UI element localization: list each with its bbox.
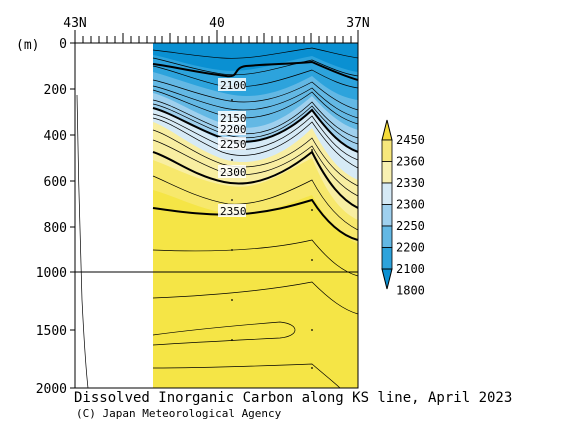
- legend-arrow-bottom: [381, 268, 393, 290]
- top-major-ticks: [74, 30, 359, 43]
- x-tick-37N: 37N: [346, 16, 369, 31]
- legend-label: 2200: [396, 241, 425, 255]
- contour-label-2150: 2150: [220, 112, 247, 125]
- y-tick-600: 600: [44, 175, 67, 190]
- data-field: [75, 43, 358, 388]
- left-profile-line: [76, 94, 89, 388]
- x-tick-43N: 43N: [63, 16, 86, 31]
- bold-contours: [152, 60, 358, 241]
- y-tick-0: 0: [59, 37, 67, 52]
- y-tick-800: 800: [44, 221, 67, 236]
- legend-swatch: [381, 204, 393, 227]
- legend-label: 2250: [396, 219, 425, 233]
- contour-label-2200: 2200: [220, 123, 247, 136]
- legend-swatch: [381, 247, 393, 270]
- legend-swatch: [381, 139, 393, 162]
- chart-title: Dissolved Inorganic Carbon along KS line…: [74, 390, 513, 406]
- y-axis-unit: (m): [16, 38, 39, 53]
- chart-credit: (C) Japan Meteorological Agency: [76, 407, 282, 420]
- contour-label-2350: 2350: [220, 205, 247, 218]
- y-tick-1500: 1500: [36, 324, 67, 339]
- contour-label-2300: 2300: [220, 166, 247, 179]
- legend-swatch: [381, 182, 393, 205]
- contour-lines: [152, 47, 358, 388]
- contour-label-2250: 2250: [220, 138, 247, 151]
- legend-label: 2100: [396, 262, 425, 276]
- x-tick-40: 40: [209, 16, 225, 31]
- legend-label: 1800: [396, 284, 425, 298]
- legend-swatch: [381, 161, 393, 184]
- legend-arrow-top: [381, 119, 393, 141]
- legend-label: 2300: [396, 198, 425, 212]
- y-tick-2000: 2000: [36, 382, 67, 397]
- y-ticks: [70, 42, 75, 389]
- legend-label: 2450: [396, 133, 425, 147]
- y-tick-200: 200: [44, 83, 67, 98]
- contour-labels: 2100 2150 2200 2250 2300 2350: [218, 78, 247, 218]
- top-minor-ticks: [82, 33, 352, 43]
- station-markers: [231, 99, 313, 369]
- legend-swatch: [381, 225, 393, 248]
- band-1800: [153, 43, 358, 72]
- y-tick-400: 400: [44, 129, 67, 144]
- legend-label: 2360: [396, 155, 425, 169]
- contour-label-2100: 2100: [220, 79, 247, 92]
- y-tick-1000: 1000: [36, 266, 67, 281]
- legend-label: 2330: [396, 176, 425, 190]
- colorbar-legend: 2450 2360 2330 2300 2250 2200 2100 1800: [381, 119, 425, 298]
